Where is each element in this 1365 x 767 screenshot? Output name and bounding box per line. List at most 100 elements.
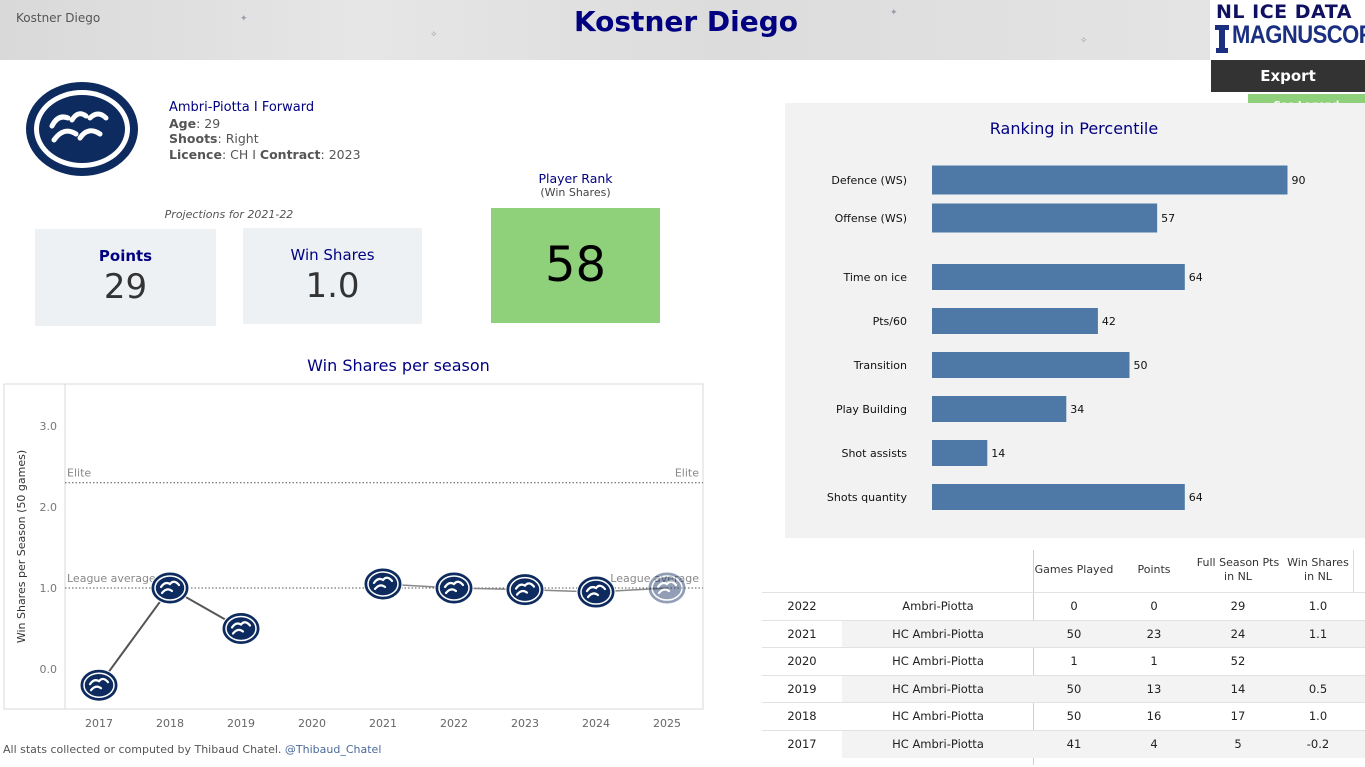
table-divider [1033,550,1034,765]
bar-value-label: 42 [1102,315,1116,328]
data-point-puck [150,571,190,605]
win-shares-card: Win Shares 1.0 [243,228,422,324]
table-header-cell: Full Season Pts in NL [1196,556,1280,583]
points-cell: 4 [1150,736,1158,751]
age-value: 29 [204,115,221,131]
full-season-points-cell: 29 [1230,599,1246,613]
trophy-icon [1215,25,1229,53]
player-info: Ambri-Piotta I Forward Age: 29 Shoots: R… [169,100,361,162]
data-point-puck [79,668,119,702]
percentile-bar [932,308,1098,334]
x-tick-label: 2022 [440,717,468,730]
data-point-puck [576,575,616,609]
export-button[interactable]: Export [1211,60,1365,92]
win-shares-cell: -0.2 [1306,736,1330,751]
player-rank-value: 58 [491,208,660,323]
player-rank-label: Player Rank (Win Shares) [491,171,660,199]
bar-value-label: 90 [1292,174,1306,187]
percentile-bar [932,396,1067,422]
bar-value-label: 50 [1134,359,1148,372]
percentile-bar [932,264,1185,290]
season-cell: 2017 [787,736,817,751]
category-label: Play Building [836,403,907,416]
points-value: 29 [103,267,148,307]
reference-label: Elite [675,467,699,480]
table-row: 2020 HC Ambri-Piotta 1 1 52 [762,647,1365,675]
season-stats-table: Games Played Points Full Season Pts in NL W… [762,550,1365,765]
season-cell: 2019 [787,681,817,696]
win-shares-cell: 1.0 [1308,599,1328,613]
win-shares-cell: 1.1 [1308,626,1328,641]
player-rank-subtitle: (Win Shares) [540,186,611,199]
header-banner: ✦ ✧ ✦ ✧ Kostner Diego [0,0,1210,60]
full-season-points-cell: 52 [1230,654,1246,668]
team-cell: HC Ambri-Piotta [892,626,984,641]
table-row: 2019 HC Ambri-Piotta 50 13 14 0.5 [762,674,1365,703]
full-season-points-cell: 5 [1234,736,1242,751]
twitter-handle-link[interactable]: @Thibaud_Chatel [284,743,382,756]
row-stripe [842,730,1365,758]
win-shares-chart: 3.0 2.0 1.0 0.0 Win Shares per Season (50 ga… [3,383,704,730]
licence-value: CH [230,146,249,162]
shoots-label: Shoots [169,131,218,146]
games-played-cell: 0 [1070,599,1078,613]
row-stripe [842,620,1365,648]
bar-value-label: 64 [1189,491,1203,504]
bar-value-label: 57 [1161,212,1175,225]
projections-label: Projections for 2021-22 [164,208,294,221]
percentile-bar [932,440,988,466]
team-position: Ambri-Piotta I Forward [169,100,315,115]
reference-label: League average [610,572,699,585]
banner-decoration: ✧ [1080,36,1088,46]
percentile-chart: Defence (WS) 90 Offense (WS) 57 Time on ice 6… [827,165,1306,510]
banner-decoration: ✧ [430,30,438,40]
data-point-puck [647,571,687,605]
points-card: Points 29 [35,229,216,326]
banner-decoration: ✦ [240,14,248,24]
season-cell: 2022 [787,599,817,613]
points-cell: 13 [1146,681,1162,696]
reference-label: League average [67,572,156,585]
table-header-cell: Games Played [1034,563,1114,576]
category-label: Shot assists [841,447,907,460]
games-played-cell: 50 [1066,626,1082,641]
full-season-points-cell: 14 [1230,681,1246,696]
x-tick-label: 2017 [85,717,113,730]
category-label: Pts/60 [873,315,907,328]
win-shares-value: 1.0 [305,266,360,306]
banner-player-label: Kostner Diego [16,11,101,25]
percentile-bar [932,203,1158,233]
table-divider [1353,550,1354,592]
data-point-puck [363,567,403,601]
chart-frame [3,383,704,710]
y-tick-label: 1.0 [40,582,58,595]
season-cell: 2021 [787,626,817,641]
table-row: 2022 Ambri-Piotta 0 0 29 1.0 [762,592,1365,620]
bar-value-label: 64 [1189,271,1203,284]
contract-label: Contract [259,146,321,162]
games-played-cell: 41 [1066,736,1082,751]
win-shares-label: Win Shares [290,246,375,264]
footer-credit: All stats collected or computed by Thiba… [3,743,381,756]
licence-row: Licence: CH I Contract: 2023 [169,146,361,162]
x-tick-label: 2019 [227,717,255,730]
brand-logo: NL ICE DATA MAGNUSCORSI [1212,0,1365,58]
percentile-bar [932,352,1130,378]
data-point-puck [221,612,261,645]
win-shares-cell [1282,648,1354,676]
table-row: 2017 HC Ambri-Piotta 41 4 5 -0.2 [762,729,1365,758]
age-label: Age [169,115,197,131]
data-point-puck [505,573,545,607]
x-tick-label: 2023 [511,717,539,730]
points-cell: 23 [1146,626,1162,641]
win-shares-cell: 0.5 [1308,681,1328,696]
category-label: Defence (WS) [831,174,907,187]
brand-logo-subtext: MAGNUSCORSI [1232,20,1365,49]
table-header-cell: Win Shares in NL [1287,556,1349,583]
percentile-chart-title: Ranking in Percentile [989,119,1159,138]
games-played-cell: 50 [1066,709,1082,723]
y-axis-label: Win Shares per Season (50 games) [15,450,28,643]
percentile-bar [932,484,1185,510]
category-label: Offense (WS) [835,212,907,225]
